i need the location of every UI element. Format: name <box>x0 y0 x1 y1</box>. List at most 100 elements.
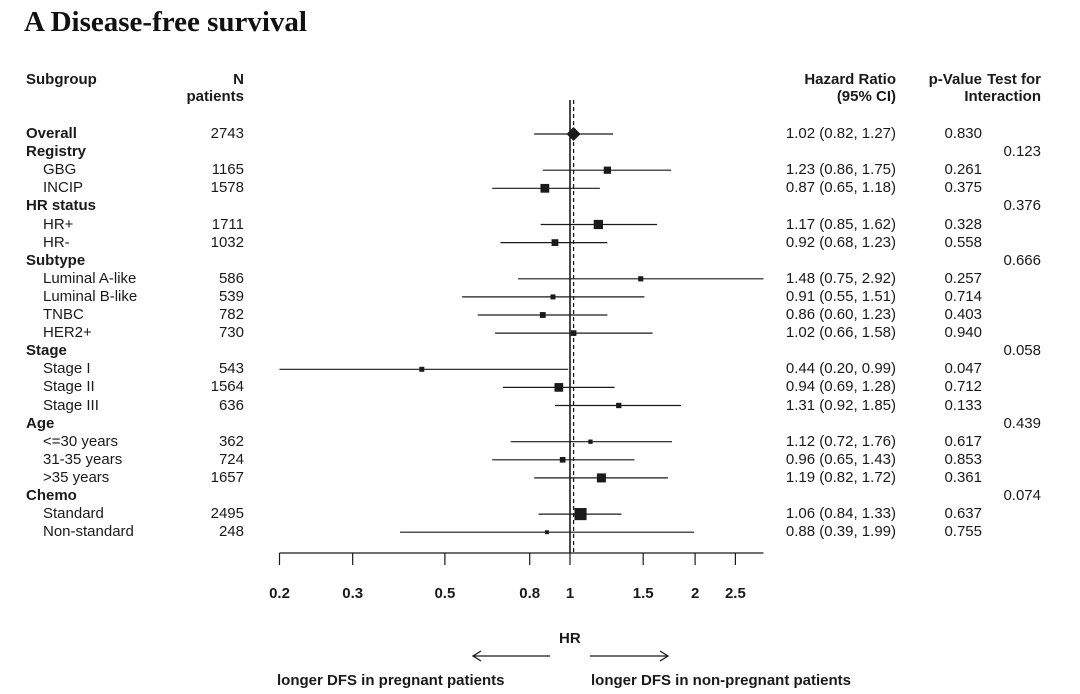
point-estimate-square <box>551 239 559 246</box>
point-estimate-square <box>540 183 550 193</box>
point-estimate-square <box>550 294 556 300</box>
group-label: Stage <box>26 342 67 360</box>
header-n: N patients <box>150 71 244 105</box>
p-value: 0.617 <box>944 432 982 450</box>
hazard-ratio-text: 1.17 (0.85, 1.62) <box>785 215 896 233</box>
n-patients-value: 539 <box>218 287 244 305</box>
header-subgroup: Subgroup <box>26 71 97 88</box>
subgroup-label: Stage III <box>43 396 99 414</box>
hazard-ratio-text: 1.31 (0.92, 1.85) <box>785 396 896 414</box>
p-value: 0.637 <box>944 505 982 523</box>
point-estimate-square <box>616 402 622 409</box>
subgroup-label: Stage II <box>43 378 95 396</box>
p-value: 0.047 <box>944 360 982 378</box>
point-estimate-diamond <box>566 127 581 141</box>
interaction-p-value: 0.123 <box>1003 143 1041 161</box>
header-hr-line2: (95% CI) <box>836 88 896 105</box>
n-patients-value: 782 <box>218 306 244 323</box>
hazard-ratio-text: 0.44 (0.20, 0.99) <box>785 360 896 378</box>
p-value: 0.755 <box>944 523 982 541</box>
point-estimate-square <box>603 166 611 174</box>
subgroup-label: TNBC <box>43 306 84 323</box>
hazard-ratio-text: 0.88 (0.39, 1.99) <box>785 523 896 541</box>
point-estimate-square <box>574 508 587 521</box>
overall-label: Overall <box>26 125 77 142</box>
p-value: 0.940 <box>944 324 982 342</box>
n-patients-value: 1578 <box>210 179 244 197</box>
p-value: 0.328 <box>944 215 982 233</box>
n-patients-value: 2495 <box>210 505 244 523</box>
group-label: Age <box>26 414 55 432</box>
p-value: 0.403 <box>944 306 982 323</box>
group-label: Chemo <box>26 487 77 504</box>
p-value: 0.830 <box>944 125 982 142</box>
hazard-ratio-text: 1.06 (0.84, 1.33) <box>785 505 896 523</box>
arrow-left-label: longer DFS in pregnant patients <box>277 672 505 689</box>
x-axis-tick-label: 0.3 <box>342 585 363 602</box>
subgroup-label: 31-35 years <box>43 450 123 468</box>
chart-title: A Disease-free survival <box>24 6 307 38</box>
point-estimate-square <box>559 456 566 463</box>
n-patients-value: 730 <box>218 324 244 342</box>
subgroup-label: INCIP <box>43 179 84 197</box>
subgroup-label: Luminal B-like <box>43 287 138 305</box>
point-estimate-square <box>596 473 606 483</box>
n-patients-value: 724 <box>218 450 244 468</box>
p-value: 0.375 <box>944 179 982 197</box>
hazard-ratio-text: 1.02 (0.66, 1.58) <box>785 324 896 342</box>
x-axis-tick-label: 2.5 <box>725 585 746 602</box>
interaction-p-value: 0.376 <box>1003 197 1041 215</box>
subgroup-label: Luminal A-like <box>43 269 137 287</box>
header-p-value: p-Value <box>928 71 982 88</box>
hazard-ratio-text: 1.12 (0.72, 1.76) <box>785 432 896 450</box>
subgroup-label: Stage I <box>43 360 91 378</box>
header-interaction: Test for Interaction <box>960 71 1041 105</box>
p-value: 0.558 <box>944 233 982 251</box>
p-value: 0.853 <box>944 450 982 468</box>
n-patients-value: 1657 <box>210 468 244 486</box>
n-patients-value: 2743 <box>210 125 244 142</box>
hazard-ratio-text: 0.96 (0.65, 1.43) <box>785 450 896 468</box>
point-estimate-square <box>539 312 546 318</box>
interaction-p-value: 0.074 <box>1003 487 1041 504</box>
hazard-ratio-text: 0.92 (0.68, 1.23) <box>785 233 896 251</box>
n-patients-value: 543 <box>218 360 244 378</box>
n-patients-value: 1564 <box>210 378 244 396</box>
p-value: 0.714 <box>944 287 982 305</box>
subgroup-label: <=30 years <box>43 432 119 450</box>
n-patients-value: 586 <box>218 269 244 287</box>
hazard-ratio-text: 1.19 (0.82, 1.72) <box>785 468 896 486</box>
hazard-ratio-text: 0.94 (0.69, 1.28) <box>785 378 896 396</box>
group-label: HR status <box>26 197 97 215</box>
point-estimate-square <box>588 439 593 444</box>
subgroup-label: HR- <box>43 233 70 251</box>
point-estimate-square <box>419 366 425 372</box>
group-label: Registry <box>26 143 87 161</box>
header-interaction-line2: Interaction <box>964 88 1041 105</box>
interaction-p-value: 0.058 <box>1003 342 1041 360</box>
n-patients-value: 636 <box>218 396 244 414</box>
interaction-p-value: 0.439 <box>1003 414 1041 432</box>
point-estimate-square <box>638 276 644 282</box>
hazard-ratio-text: 1.23 (0.86, 1.75) <box>785 161 896 179</box>
x-axis-tick-label: 0.5 <box>434 585 455 602</box>
header-hr-line1: Hazard Ratio <box>804 71 896 88</box>
point-estimate-square <box>570 330 577 336</box>
header-hazard-ratio: Hazard Ratio (95% CI) <box>740 71 896 105</box>
x-axis-label: HR <box>559 630 581 647</box>
point-estimate-square <box>544 530 549 535</box>
group-label: Subtype <box>26 251 86 269</box>
n-patients-value: 362 <box>218 432 244 450</box>
p-value: 0.361 <box>944 468 982 486</box>
x-axis-tick-label: 1.5 <box>633 585 654 602</box>
arrow-right-label: longer DFS in non-pregnant patients <box>591 672 851 689</box>
p-value: 0.712 <box>944 378 982 396</box>
arrow-left-head <box>471 650 482 662</box>
subgroup-label: Standard <box>43 505 104 523</box>
x-axis-tick-label: 1 <box>566 585 574 602</box>
x-axis-tick-label: 2 <box>691 585 699 602</box>
subgroup-label: Non-standard <box>43 523 134 541</box>
n-patients-value: 248 <box>218 523 244 541</box>
